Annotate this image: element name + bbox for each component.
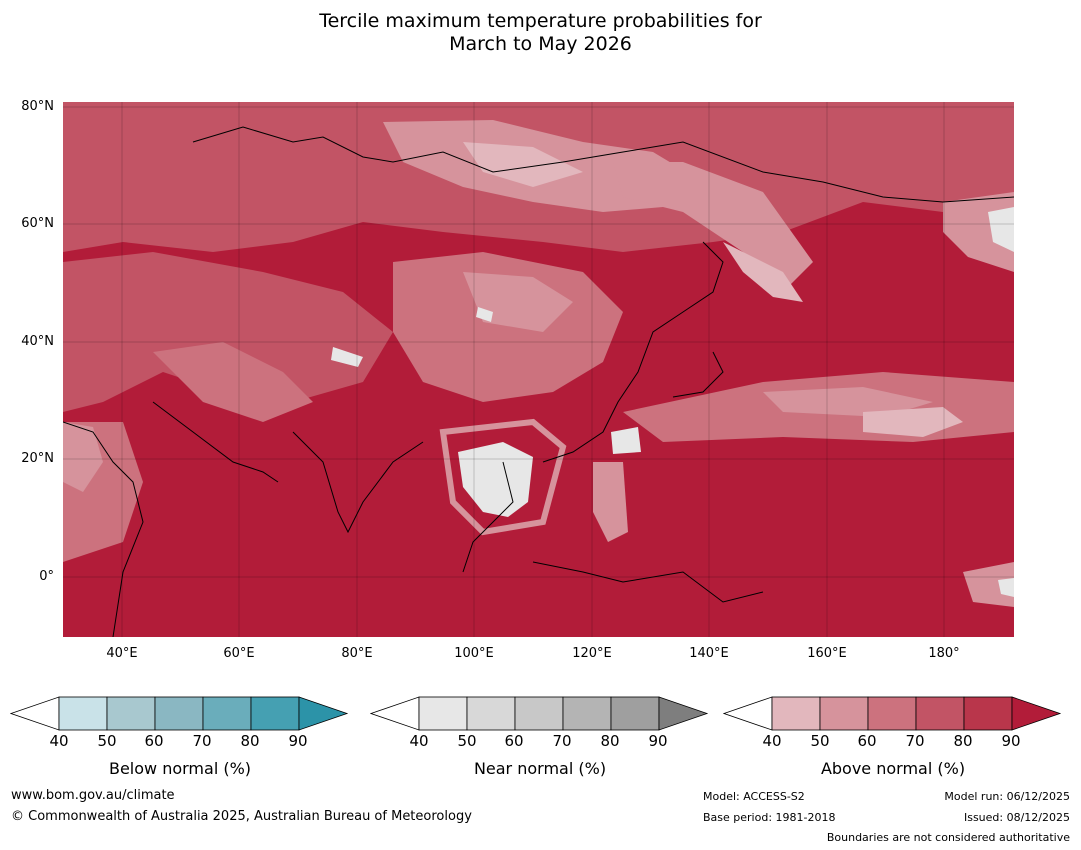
lat-label-60n: 60°N xyxy=(21,216,54,231)
colorbar-near-title: Near normal (%) xyxy=(473,759,607,778)
footer-model-run: Model run: 06/12/2025 xyxy=(944,790,1070,803)
footer-boundaries: Boundaries are not considered authoritat… xyxy=(826,831,1070,844)
okhotsk-40-zone xyxy=(723,242,803,302)
colorbar-under-triangle xyxy=(723,696,773,731)
coastlines xyxy=(63,126,1014,637)
africa-coast xyxy=(63,421,144,637)
lon-label-40e: 40°E xyxy=(106,646,138,661)
tick-label: 50 xyxy=(810,732,830,750)
colorbar-segment xyxy=(154,696,204,731)
lon-label-120e: 120°E xyxy=(572,646,612,661)
title-line-2: March to May 2026 xyxy=(449,33,632,55)
tick-label: 60 xyxy=(857,732,877,750)
tick-label: 50 xyxy=(457,732,477,750)
tick-label: 60 xyxy=(144,732,164,750)
colorbar-segment xyxy=(466,696,516,731)
pacific-40-zone xyxy=(863,407,963,437)
pacific-near-spot xyxy=(611,427,641,454)
colorbar-above-title: Above normal (%) xyxy=(820,759,966,778)
colorbar-segment xyxy=(963,696,1013,731)
east-asia-coast xyxy=(542,241,724,463)
colorbar-segment xyxy=(610,696,660,731)
tick-label: 70 xyxy=(552,732,572,750)
colorbar-segment xyxy=(418,696,468,731)
colorbar-segment xyxy=(867,696,917,731)
iran-60-zone xyxy=(153,342,313,422)
japan-coast xyxy=(672,351,724,398)
colorbar-segment xyxy=(250,696,300,731)
tick-label: 80 xyxy=(600,732,620,750)
graticule xyxy=(63,102,1014,637)
philippines-50-zone xyxy=(593,462,628,542)
tick-label: 50 xyxy=(97,732,117,750)
indochina-ring xyxy=(439,418,567,536)
east-siberia-50-zone xyxy=(613,162,813,292)
probability-map xyxy=(63,102,1014,637)
colorbar-segment xyxy=(202,696,252,731)
colorbar-segment xyxy=(58,696,108,731)
tick-label: 80 xyxy=(240,732,260,750)
indochina-near-zone xyxy=(458,442,533,517)
mongolia-near-spot xyxy=(476,307,493,322)
china-60-zone xyxy=(393,252,623,402)
map-svg xyxy=(63,102,1014,637)
tick-label: 90 xyxy=(288,732,308,750)
colorbar-segment xyxy=(514,696,564,731)
tick-label: 40 xyxy=(762,732,782,750)
tick-label: 60 xyxy=(504,732,524,750)
lat-label-40n: 40°N xyxy=(21,334,54,349)
colorbar-segment xyxy=(819,696,869,731)
colorbar-below-normal xyxy=(10,696,349,731)
tick-label: 70 xyxy=(905,732,925,750)
colorbar-segment xyxy=(771,696,821,731)
footer-base-period: Base period: 1981-2018 xyxy=(703,811,836,824)
tick-label: 70 xyxy=(192,732,212,750)
colorbar-near-normal xyxy=(370,696,709,731)
arabia-coast xyxy=(152,401,279,483)
title-line-1: Tercile maximum temperature probabilitie… xyxy=(319,10,762,32)
colorbar-under-triangle xyxy=(10,696,60,731)
indonesia-coast xyxy=(532,561,764,603)
south-pacific-50-zone xyxy=(963,562,1014,607)
central-siberia-40-zone xyxy=(463,142,583,187)
lon-label-140e: 140°E xyxy=(689,646,729,661)
india-coast xyxy=(292,431,424,534)
tick-label: 40 xyxy=(49,732,69,750)
tick-label: 90 xyxy=(648,732,668,750)
footer-model: Model: ACCESS-S2 xyxy=(703,790,805,803)
colorbar-segment xyxy=(106,696,156,731)
malay-coast xyxy=(462,461,514,573)
colorbar-over-triangle xyxy=(1011,696,1062,731)
tibet-near-spot xyxy=(331,347,363,367)
colorbar-under-triangle xyxy=(370,696,420,731)
lon-label-80e: 80°E xyxy=(341,646,373,661)
lon-label-100e: 100°E xyxy=(454,646,494,661)
footer-copyright: © Commonwealth of Australia 2025, Austra… xyxy=(11,809,472,824)
chart-title: Tercile maximum temperature probabilitie… xyxy=(0,10,1081,56)
lat-label-0: 0° xyxy=(39,569,54,584)
south-pacific-near-spot xyxy=(998,578,1014,597)
bering-near-zone xyxy=(988,207,1014,252)
colorbar-over-triangle xyxy=(298,696,349,731)
colorbar-over-triangle xyxy=(658,696,709,731)
colorbar-above-normal xyxy=(723,696,1062,731)
lat-label-20n: 20°N xyxy=(21,451,54,466)
tick-label: 80 xyxy=(953,732,973,750)
central-asia-70-zone xyxy=(63,252,393,412)
arctic-coast xyxy=(192,126,1014,203)
africa-50-zone xyxy=(63,422,103,492)
lon-label-60e: 60°E xyxy=(223,646,255,661)
colorbar-segment xyxy=(915,696,965,731)
tick-label: 40 xyxy=(409,732,429,750)
footer-issued: Issued: 08/12/2025 xyxy=(963,811,1070,824)
lon-label-160e: 160°E xyxy=(807,646,847,661)
tick-label: 90 xyxy=(1001,732,1021,750)
footer-website: www.bom.gov.au/climate xyxy=(11,788,175,803)
colorbar-segment xyxy=(562,696,612,731)
pacific-50-band xyxy=(763,387,933,417)
colorbar-below-title: Below normal (%) xyxy=(108,759,252,778)
lat-label-80n: 80°N xyxy=(21,99,54,114)
lon-label-180: 180° xyxy=(928,646,960,661)
